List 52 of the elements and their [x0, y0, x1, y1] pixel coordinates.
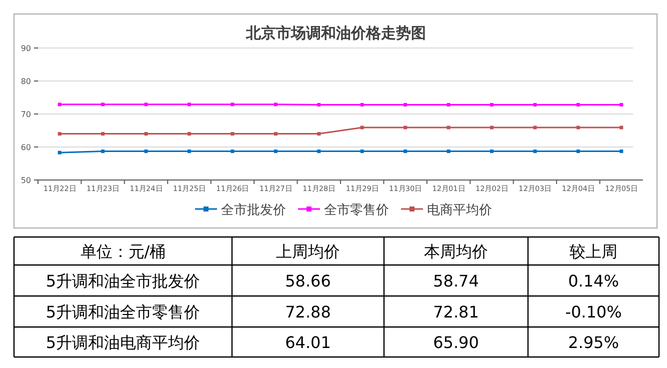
point	[317, 150, 321, 154]
point	[58, 132, 62, 136]
point	[274, 102, 278, 106]
point	[620, 150, 624, 154]
point	[317, 132, 321, 136]
point	[576, 126, 580, 130]
point	[533, 150, 537, 154]
point	[230, 102, 234, 106]
point	[360, 126, 364, 130]
point	[274, 132, 278, 136]
y-tick-label: 60	[20, 143, 31, 152]
point	[620, 103, 624, 107]
point	[490, 126, 494, 130]
point	[58, 150, 62, 154]
y-tick-label: 70	[20, 110, 31, 119]
point	[576, 103, 580, 107]
table: 单位：元/桶 上周均价 本周均价 较上周 5升调和油全市批发价 58.66 58.74 0.14% 5升调和油全市零售价 72.88 72.81 -0.10% 5升调和油电商平均价 64.01 65.90 2.95%	[13, 236, 660, 358]
point	[404, 150, 408, 154]
point	[490, 150, 494, 154]
point	[58, 102, 62, 106]
legend-label: 全市批发价	[221, 203, 286, 218]
point	[188, 150, 191, 154]
point	[230, 150, 234, 154]
point	[101, 132, 105, 136]
point	[144, 102, 148, 106]
y-tick-label: 90	[20, 44, 31, 53]
legend-label: 全市零售价	[324, 203, 389, 218]
point	[144, 132, 148, 136]
point	[230, 132, 234, 136]
point	[446, 126, 450, 130]
point	[576, 150, 580, 154]
point	[101, 150, 105, 154]
point	[360, 150, 364, 154]
y-tick-label: 80	[20, 77, 31, 86]
point	[533, 126, 537, 130]
point	[490, 103, 494, 107]
point	[404, 103, 408, 107]
point	[446, 150, 450, 154]
point	[404, 126, 408, 130]
chart-title: 北京市场调和油价格走势图	[245, 24, 426, 42]
point	[533, 103, 537, 107]
point	[317, 103, 321, 107]
point	[274, 150, 278, 154]
legend-label: 电商平均价	[427, 203, 492, 218]
point	[360, 103, 364, 107]
point	[144, 150, 148, 154]
point	[188, 132, 191, 136]
y-tick-label: 50	[20, 176, 31, 185]
point	[620, 126, 624, 130]
point	[446, 103, 450, 107]
point	[188, 102, 191, 106]
point	[101, 102, 105, 106]
